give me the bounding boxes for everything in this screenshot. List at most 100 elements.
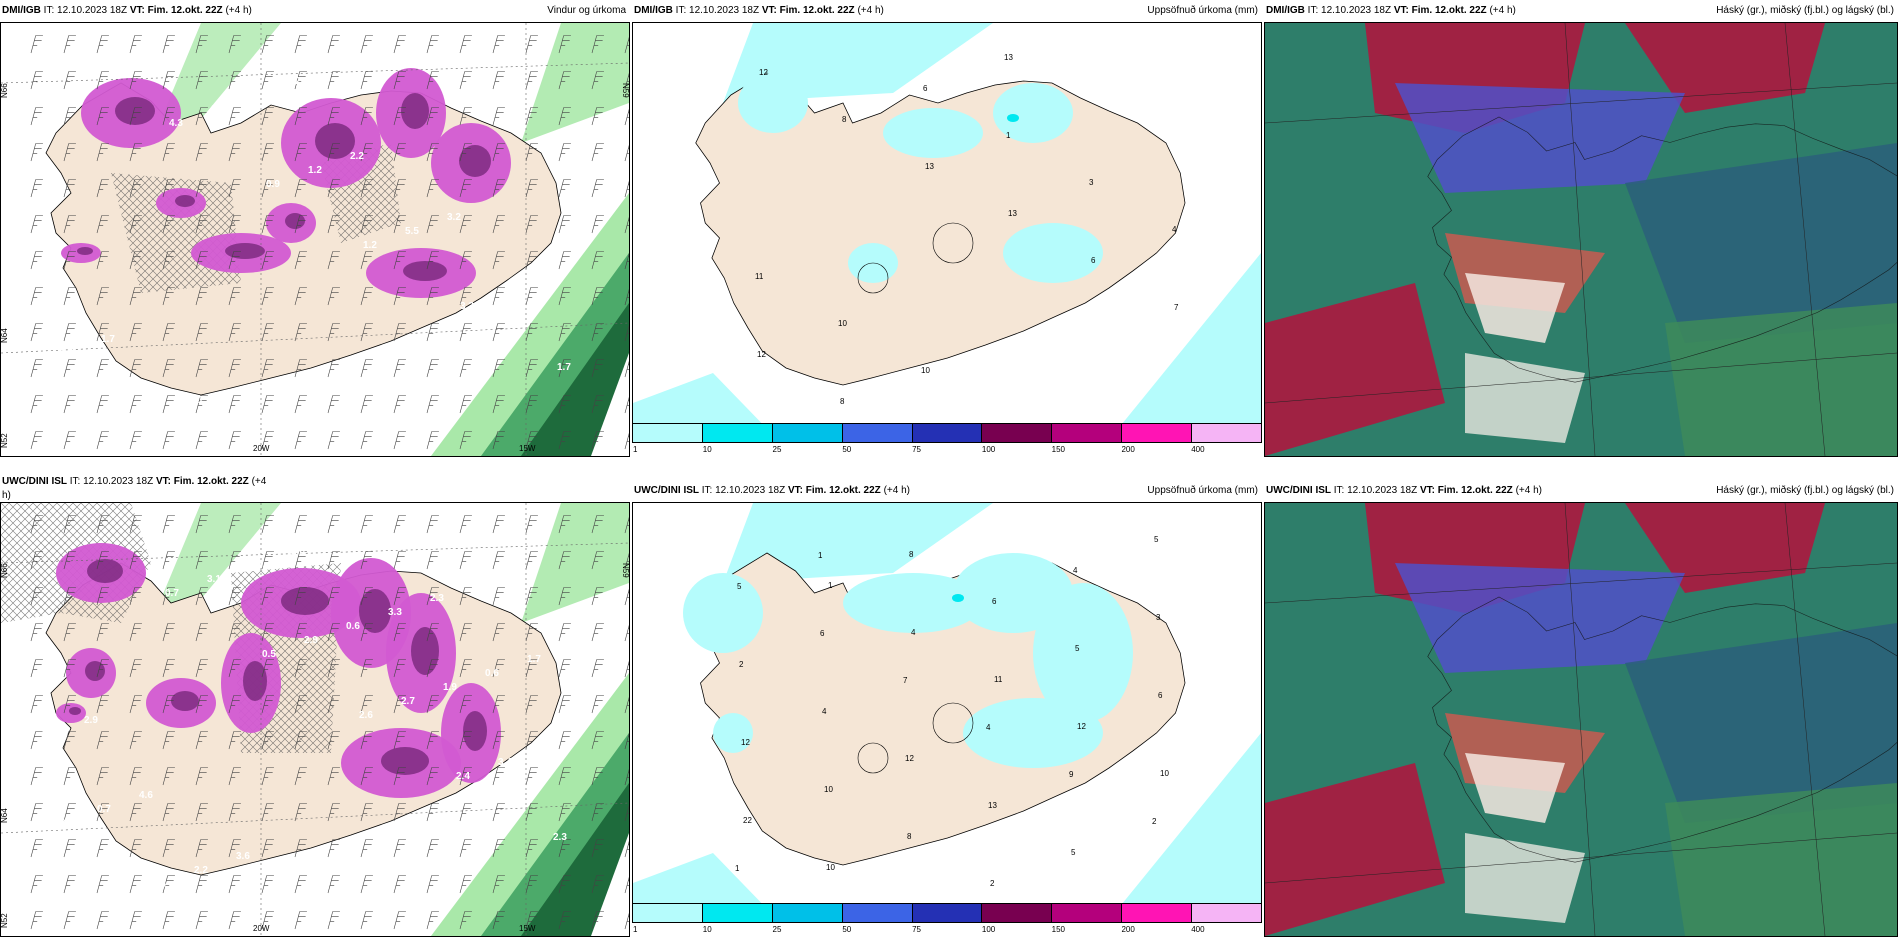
wind-barb bbox=[525, 911, 538, 930]
wind-barb bbox=[459, 695, 472, 714]
wind-barb bbox=[426, 587, 439, 606]
wind-barb bbox=[591, 731, 604, 750]
wind-barb bbox=[624, 803, 629, 822]
precip-value-label: 0.6 bbox=[485, 668, 499, 679]
wind-barb bbox=[294, 731, 307, 750]
wind-barb bbox=[591, 659, 604, 678]
wind-barb bbox=[591, 359, 604, 378]
wind-barb bbox=[558, 287, 571, 306]
wind-barb bbox=[327, 659, 340, 678]
wind-barb bbox=[525, 695, 538, 714]
wind-barb bbox=[624, 767, 629, 786]
wind-barb bbox=[294, 251, 307, 270]
wind-barb bbox=[63, 107, 76, 126]
iceland-outline bbox=[1427, 116, 1897, 383]
map-frame[interactable]: 1 4 11 12 10 22 10 8 6 5 6 12 10 8 2 4 3 2 4 12 13 5 5 5 6 7 4 9 2 1 1 bbox=[632, 502, 1262, 916]
precip-area-land bbox=[883, 108, 983, 158]
wind-barb bbox=[30, 431, 43, 450]
panel-uwc-wind-precip: UWC/DINI ISL IT: 12.10.2023 18Z VT: Fim.… bbox=[0, 476, 630, 937]
wind-barb bbox=[162, 731, 175, 750]
precip-value-label: 12 bbox=[757, 350, 766, 359]
wind-barb bbox=[360, 659, 373, 678]
colorbar-segment bbox=[912, 904, 983, 922]
wind-barb bbox=[294, 179, 307, 198]
wind-barb bbox=[591, 179, 604, 198]
wind-barb bbox=[360, 251, 373, 270]
wind-barb bbox=[228, 179, 241, 198]
map-frame[interactable]: 12 8 13 13 6 7 12 8 6 1 3 4 11 10 10 13 bbox=[632, 22, 1262, 436]
wind-barb bbox=[492, 875, 505, 894]
wind-barb bbox=[393, 623, 406, 642]
wind-barb bbox=[228, 659, 241, 678]
wind-barb bbox=[162, 35, 175, 54]
wind-barb bbox=[360, 287, 373, 306]
precip-area-sea bbox=[1113, 733, 1261, 915]
wind-barb bbox=[591, 395, 604, 414]
wind-barb bbox=[327, 515, 340, 534]
map-frame[interactable]: 0.7 0.5 2.6 2.4 2.3 4.1 3.1 2.9 2.7 3.4 2.2 2.6 0.8 0… bbox=[0, 502, 630, 937]
wind-barb bbox=[261, 179, 274, 198]
wind-barb bbox=[30, 215, 43, 234]
precip-value-label: 4 bbox=[822, 707, 827, 716]
wind-barb bbox=[129, 107, 142, 126]
wind-barb bbox=[492, 515, 505, 534]
graticule bbox=[1564, 23, 1596, 456]
wind-barb bbox=[195, 143, 208, 162]
colorbar-tick-label: 25 bbox=[772, 445, 782, 454]
map-frame[interactable] bbox=[1264, 502, 1898, 937]
wind-barb bbox=[591, 839, 604, 858]
clouds-map[interactable] bbox=[1265, 23, 1897, 456]
colorbar-tick-label: 100 bbox=[981, 925, 996, 934]
cloud-layer bbox=[1265, 763, 1445, 936]
colorbar bbox=[632, 423, 1262, 443]
precip-value-label: 4 bbox=[1172, 225, 1177, 234]
precip-core bbox=[243, 661, 267, 701]
wind-barb bbox=[261, 107, 274, 126]
wind-barb bbox=[129, 431, 142, 450]
wind-barb bbox=[294, 431, 307, 450]
clouds-map[interactable] bbox=[1265, 503, 1897, 936]
precip-core bbox=[175, 195, 195, 207]
wind-barb bbox=[96, 875, 109, 894]
precip-value-label: 2.4 bbox=[456, 771, 470, 782]
colorbar-segment bbox=[842, 904, 913, 922]
cloud-layer bbox=[1465, 833, 1585, 923]
wind-barb bbox=[459, 323, 472, 342]
wind-barb bbox=[30, 143, 43, 162]
wind-barb bbox=[294, 107, 307, 126]
wind-precip-map[interactable]: 0.7 0.5 2.6 2.4 2.3 4.1 3.1 2.9 2.7 3.4 2.2 2.6 0.8 0… bbox=[1, 503, 629, 936]
map-frame[interactable]: 0.8 4.3 0.9 1.2 3.3 1.7 2.1 2.8 1.2 5.5 3.7 0.7 1.7 2… bbox=[0, 22, 630, 457]
precip-band-mid bbox=[481, 733, 629, 936]
wind-precip-map[interactable]: 0.8 4.3 0.9 1.2 3.3 1.7 2.1 2.8 1.2 5.5 3.7 0.7 1.7 2… bbox=[1, 23, 629, 456]
wind-barb bbox=[30, 323, 43, 342]
wind-barb bbox=[558, 431, 571, 450]
precip-value-label: 5 bbox=[1154, 535, 1159, 544]
precip-area-sea bbox=[723, 503, 993, 583]
precip-core bbox=[115, 97, 155, 125]
wind-barb bbox=[360, 551, 373, 570]
wind-barb bbox=[129, 359, 142, 378]
wind-barb bbox=[63, 659, 76, 678]
wind-barb bbox=[294, 395, 307, 414]
wind-barb bbox=[558, 731, 571, 750]
wind-barb bbox=[129, 251, 142, 270]
wind-barb bbox=[459, 395, 472, 414]
precip-area-sea bbox=[633, 853, 773, 915]
precip-value-label: 6 bbox=[992, 597, 997, 606]
panel-dmi-clouds: DMI/IGB IT: 12.10.2023 18Z VT: Fim. 12.o… bbox=[1264, 2, 1898, 457]
precip-area-land bbox=[1003, 223, 1103, 283]
wind-barb bbox=[96, 431, 109, 450]
wind-barb bbox=[624, 143, 629, 162]
wind-barb bbox=[591, 251, 604, 270]
map-frame[interactable] bbox=[1264, 22, 1898, 457]
precip-core bbox=[463, 711, 487, 751]
wind-barb bbox=[360, 395, 373, 414]
axis-label: N64 bbox=[1, 808, 9, 823]
wind-barb bbox=[459, 35, 472, 54]
wind-barb bbox=[393, 287, 406, 306]
wind-barb bbox=[591, 35, 604, 54]
precip-value-label: 5 bbox=[1071, 848, 1076, 857]
wind-barb bbox=[129, 71, 142, 90]
